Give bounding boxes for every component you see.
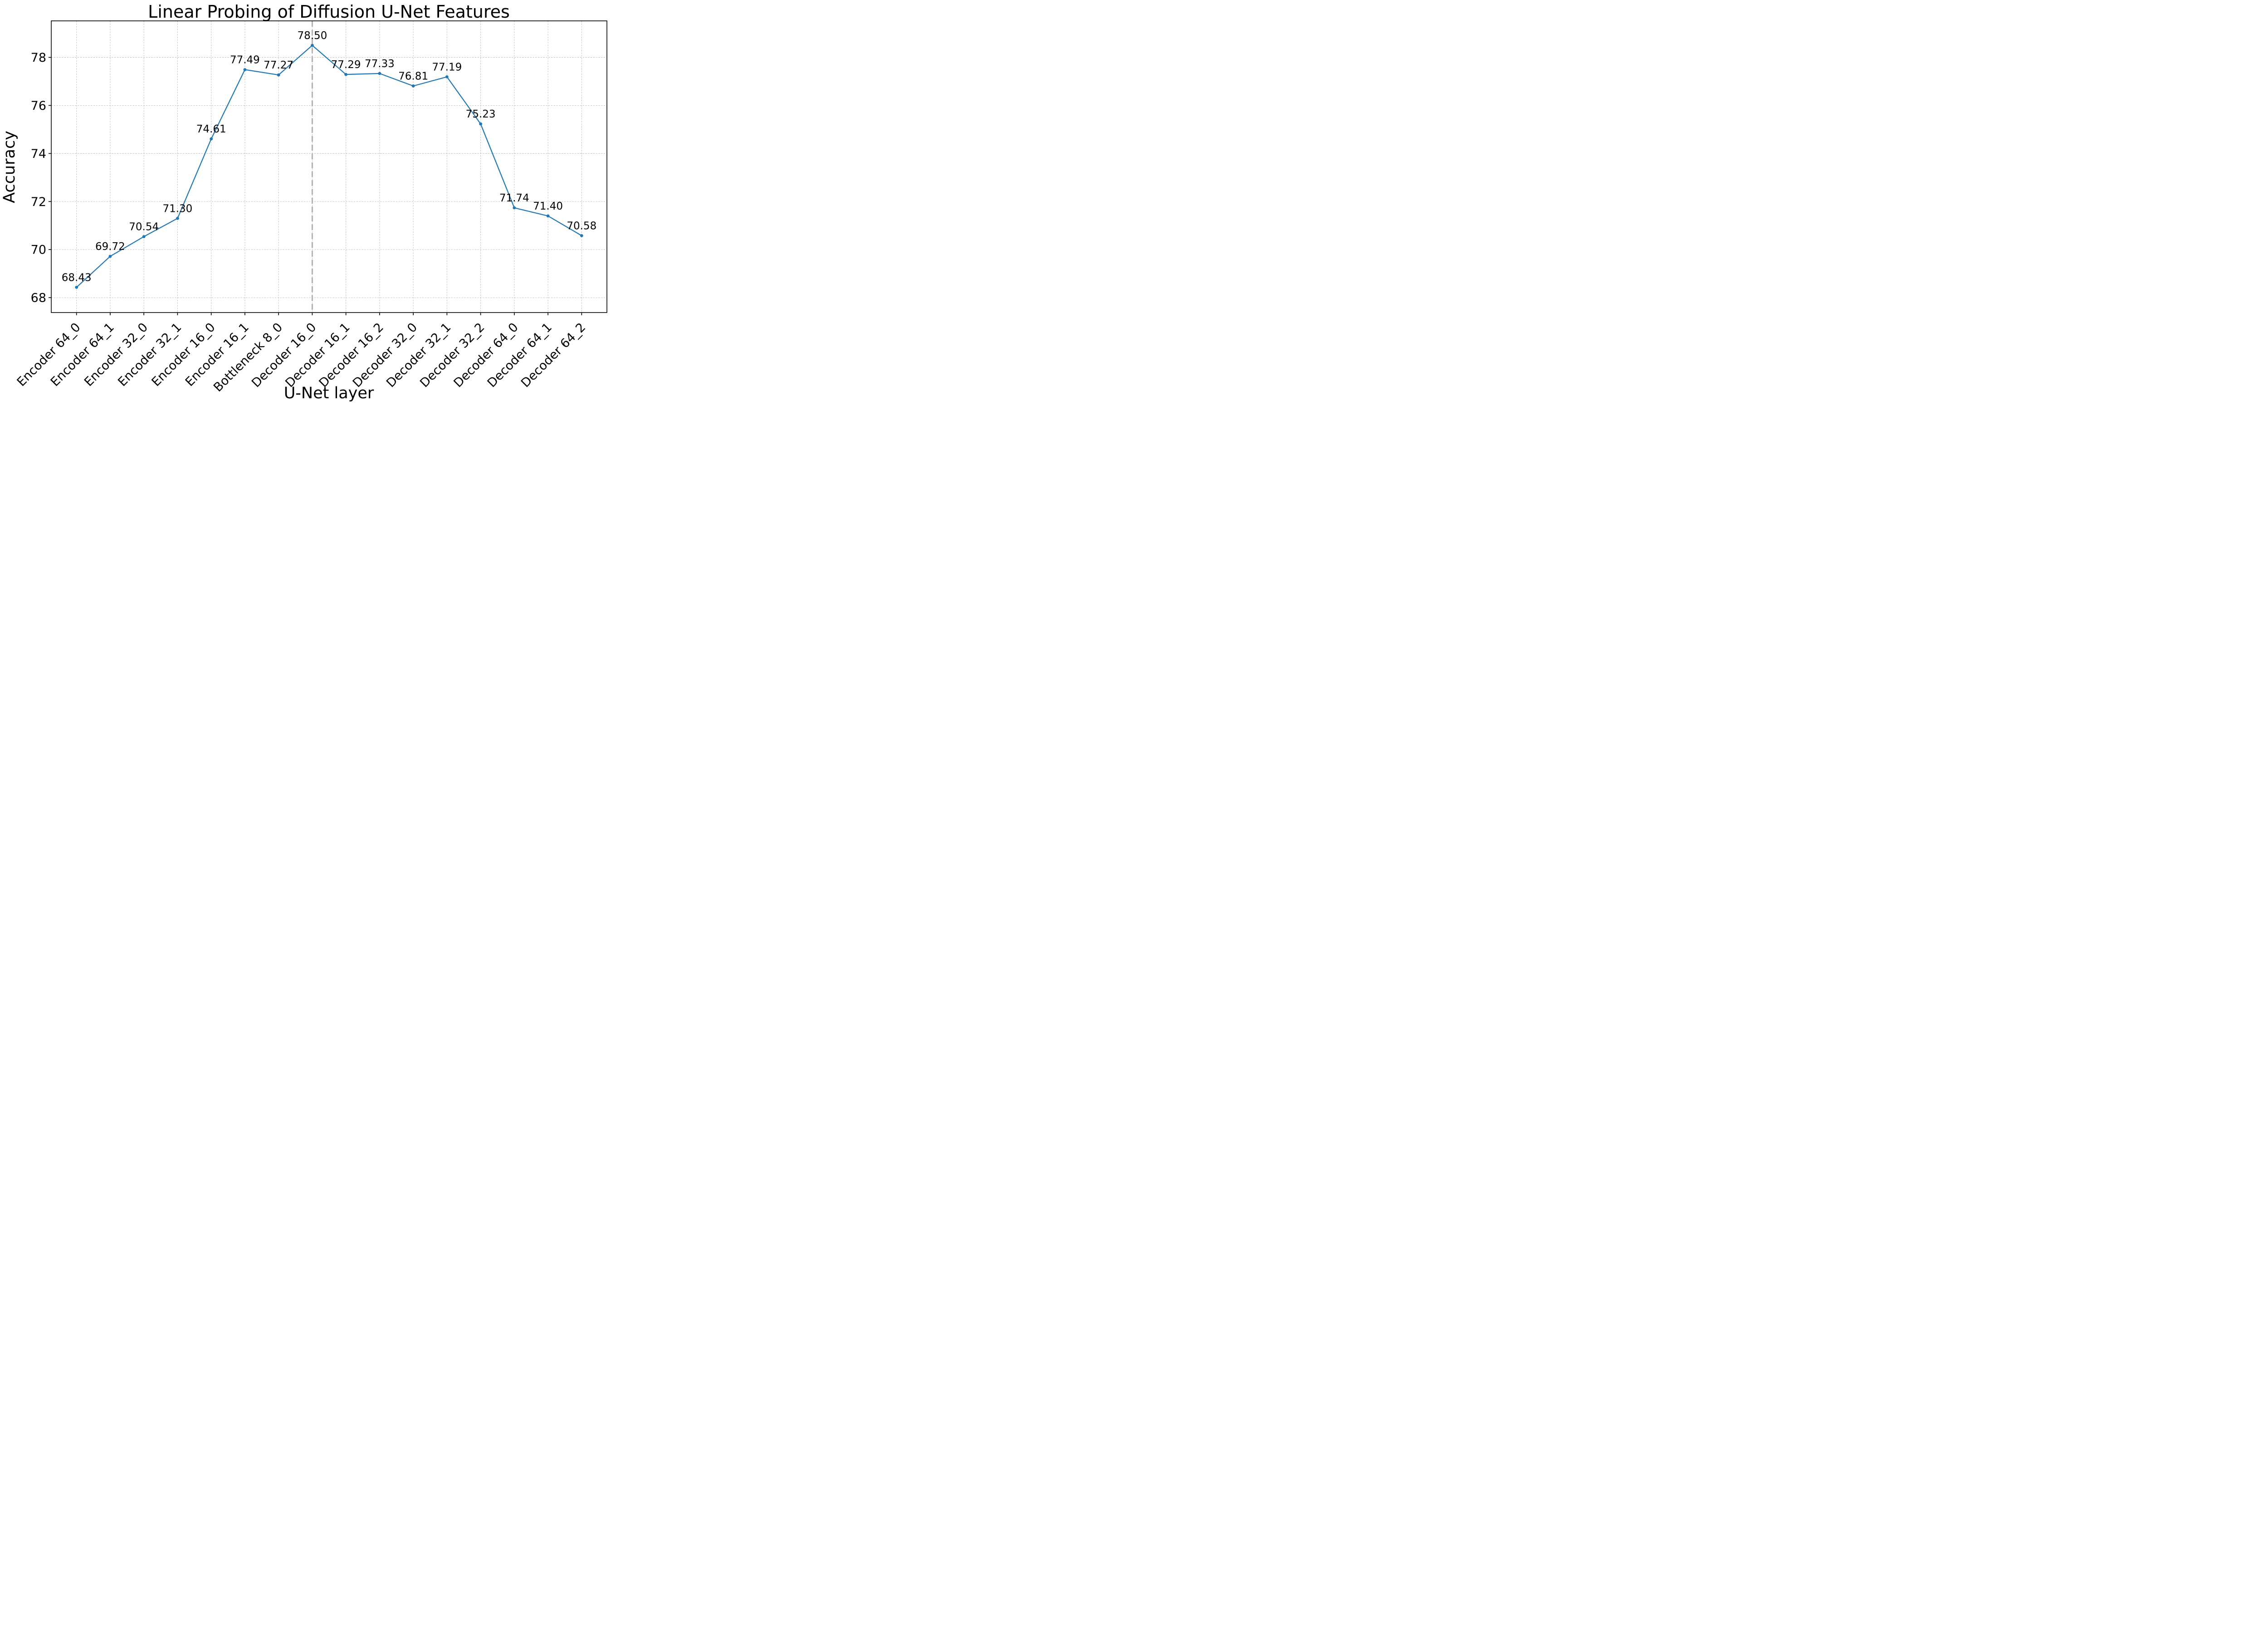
data-point-marker — [580, 234, 583, 237]
data-point-marker — [277, 73, 280, 77]
data-point-label: 75.23 — [466, 108, 496, 120]
data-point-label: 76.81 — [398, 71, 428, 83]
axis-ticks — [49, 57, 582, 315]
data-point-label: 77.29 — [331, 59, 361, 71]
accuracy-series — [75, 44, 583, 289]
data-point-marker — [142, 235, 146, 238]
figure: 68.43 69.72 70.54 71.30 74.61 77.49 77.27 78.50… — [0, 0, 612, 408]
data-point-marker — [546, 214, 550, 218]
data-point-label: 78.50 — [297, 30, 327, 42]
data-point-label: 77.33 — [365, 58, 395, 70]
y-tick-label: 68 — [31, 291, 46, 305]
y-tick-label: 70 — [31, 243, 46, 257]
data-point-label: 74.61 — [196, 123, 226, 135]
y-axis-label: Accuracy — [0, 131, 19, 203]
data-point-marker — [445, 75, 449, 78]
data-point-marker — [344, 73, 347, 76]
data-point-label: 71.40 — [533, 200, 563, 212]
y-tick-label: 72 — [31, 195, 46, 209]
data-point-marker — [176, 217, 179, 220]
data-point-marker — [243, 68, 247, 71]
data-point-label: 77.27 — [264, 59, 293, 71]
data-point-marker — [411, 84, 415, 88]
x-axis-label: U-Net layer — [284, 384, 374, 402]
chart-title: Linear Probing of Diffusion U-Net Featur… — [148, 2, 510, 22]
data-point-marker — [108, 254, 112, 258]
data-point-label: 70.58 — [567, 220, 596, 232]
y-tick-label: 74 — [31, 147, 46, 161]
data-point-label: 77.49 — [230, 54, 260, 66]
plot-border — [51, 20, 607, 313]
data-point-marker — [378, 72, 381, 75]
data-point-label: 71.74 — [499, 192, 529, 204]
data-point-label: 69.72 — [95, 241, 125, 253]
data-point-marker — [311, 44, 314, 47]
data-point-marker — [75, 286, 78, 289]
data-point-label: 68.43 — [62, 272, 92, 284]
data-point-label: 77.19 — [432, 61, 462, 73]
data-point-label: 70.54 — [129, 221, 159, 233]
gridlines — [51, 21, 607, 313]
y-tick-label: 78 — [31, 51, 46, 65]
data-point-label: 71.30 — [162, 203, 192, 215]
data-point-marker — [210, 137, 213, 141]
data-point-marker — [479, 122, 482, 126]
y-tick-label: 76 — [31, 99, 46, 113]
accuracy-line-series — [76, 44, 582, 288]
data-point-marker — [513, 206, 516, 210]
